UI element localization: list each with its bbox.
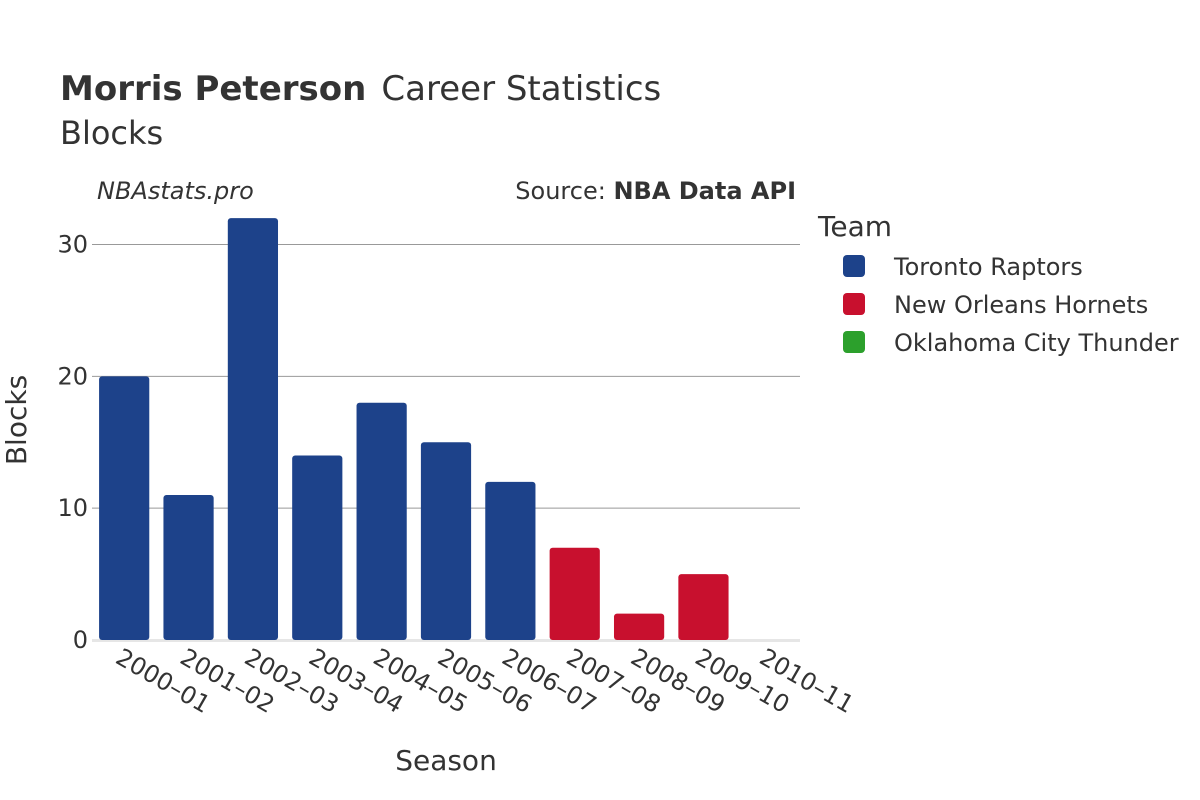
bar <box>227 218 279 640</box>
y-tick-label: 10 <box>57 494 88 522</box>
y-tick-label: 0 <box>73 626 88 654</box>
bar <box>678 574 729 640</box>
y-tick-labels: 0 10 20 30 <box>57 231 88 654</box>
bar <box>99 376 150 640</box>
chart-title: Morris Peterson Career Statistics <box>60 69 661 109</box>
legend-label: Toronto Raptors <box>893 253 1083 281</box>
bar <box>420 442 472 640</box>
legend-swatch <box>843 331 865 353</box>
bars <box>99 218 729 640</box>
source-credit: Source: NBA Data API <box>515 177 796 205</box>
watermark: NBAstats.pro <box>97 177 254 205</box>
bar <box>292 455 343 640</box>
legend-label: New Orleans Hornets <box>894 291 1148 319</box>
chart-subtitle: Blocks <box>60 114 163 152</box>
bar <box>549 547 600 640</box>
y-axis-title: Blocks <box>0 375 33 465</box>
legend-title: Team <box>817 210 892 243</box>
bar <box>485 481 536 640</box>
bar <box>163 495 214 640</box>
chart-title-player: Morris Peterson <box>60 69 366 109</box>
bar <box>356 402 407 640</box>
legend-swatch <box>843 255 865 277</box>
x-tick-labels: 2000–012001–022002–032003–042004–052005–… <box>111 643 858 719</box>
source-prefix: Source: <box>515 177 613 205</box>
source-name: NBA Data API <box>613 177 796 205</box>
legend: Toronto Raptors New Orleans Hornets Oklaho… <box>843 253 1179 357</box>
y-tick-label: 20 <box>57 362 88 390</box>
legend-label: Oklahoma City Thunder <box>894 329 1179 357</box>
legend-swatch <box>843 293 865 315</box>
y-tick-label: 30 <box>57 231 88 259</box>
x-axis-title: Season <box>395 744 497 777</box>
chart-title-rest: Career Statistics <box>381 69 661 109</box>
bar <box>613 613 665 640</box>
